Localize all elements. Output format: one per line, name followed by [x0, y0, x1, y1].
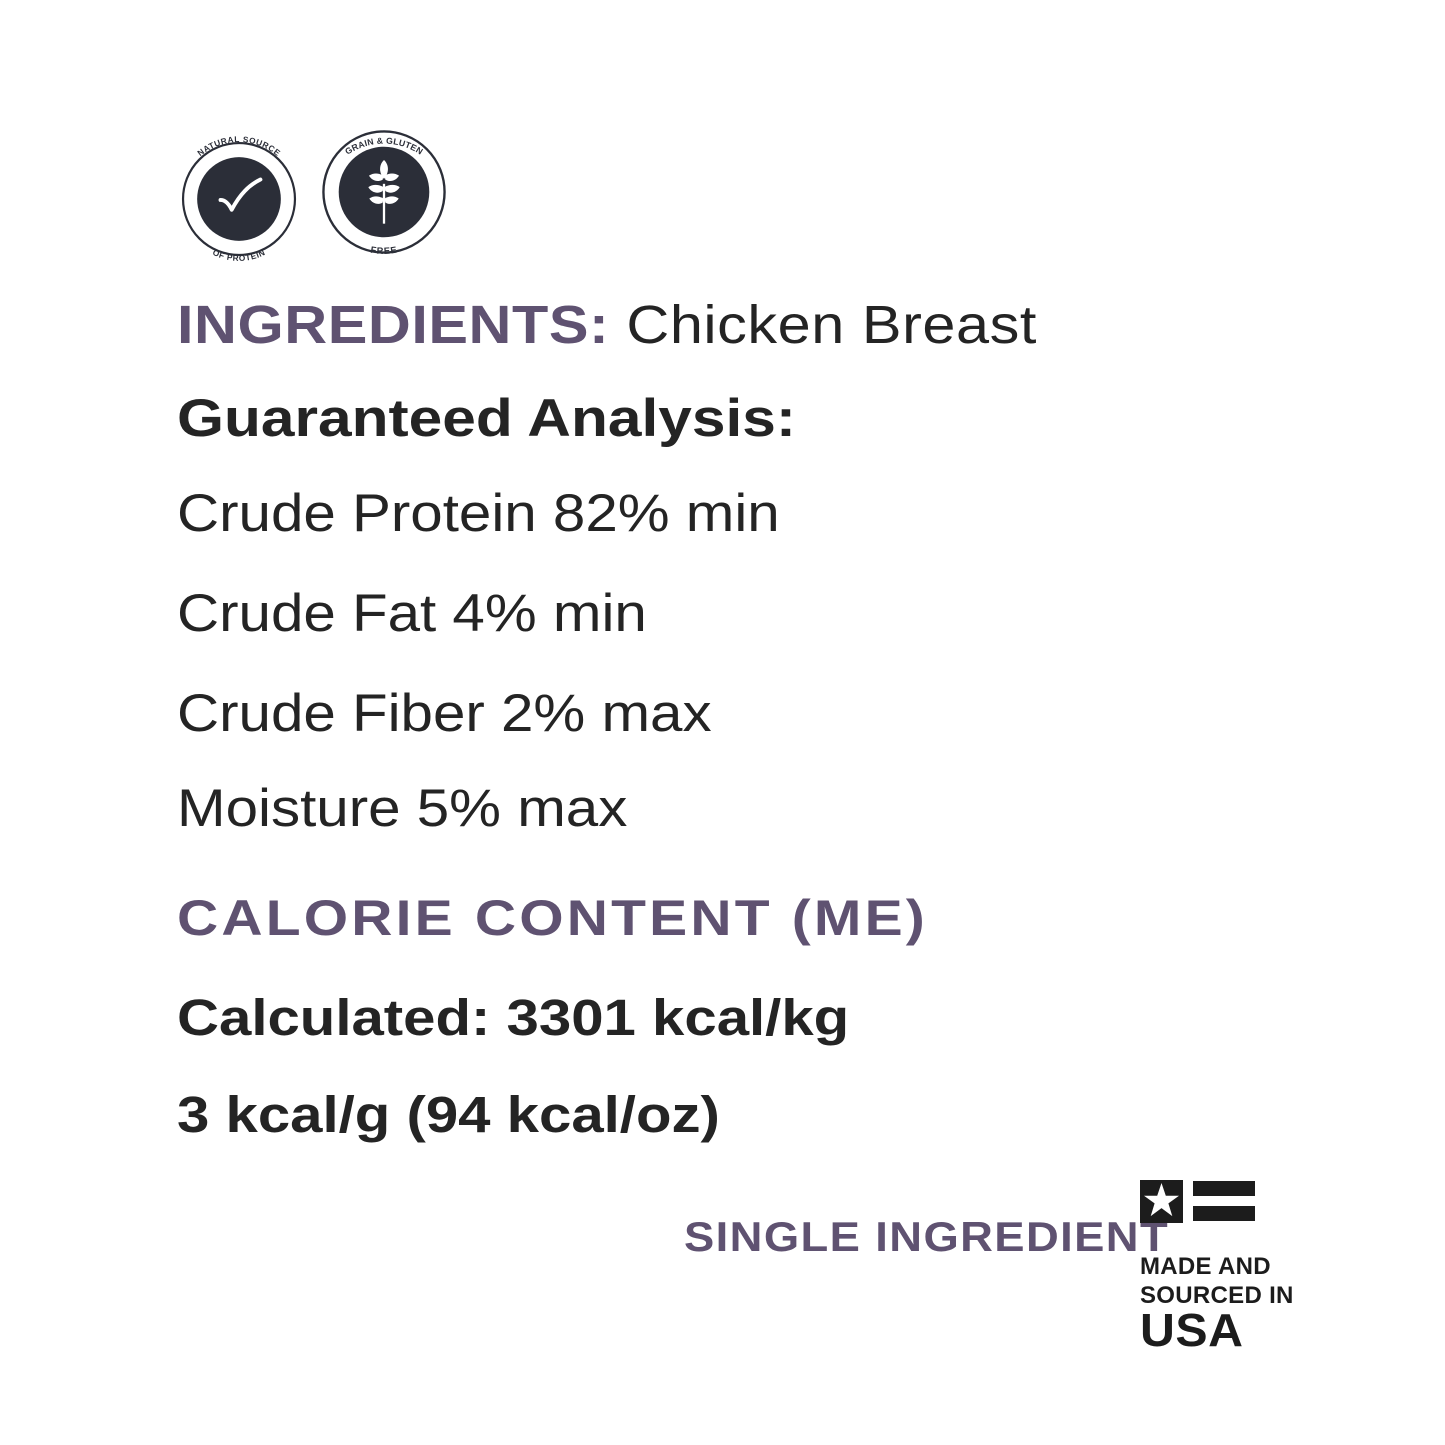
svg-text:FREE: FREE [370, 245, 398, 256]
svg-text:NATURAL SOURCE: NATURAL SOURCE [196, 135, 282, 158]
svg-text:OF PROTEIN: OF PROTEIN [211, 248, 267, 263]
